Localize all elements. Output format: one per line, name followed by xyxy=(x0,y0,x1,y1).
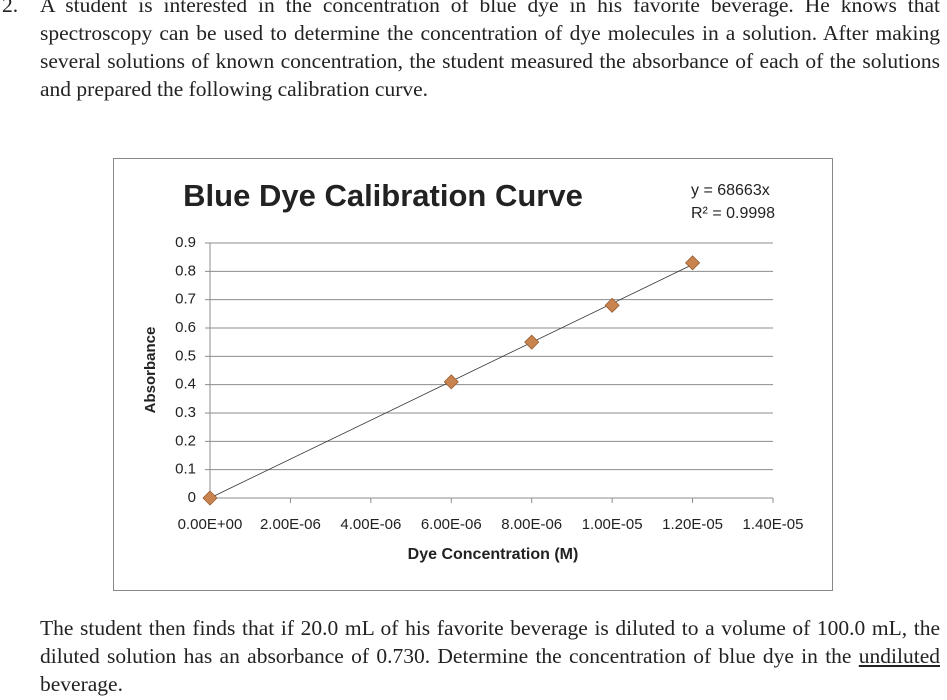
y-tick-label: 0.8 xyxy=(175,262,196,279)
data-point xyxy=(685,255,701,271)
x-tick-label: 8.00E-06 xyxy=(501,516,562,533)
data-point xyxy=(202,490,218,506)
x-tick-label: 2.00E-06 xyxy=(260,516,321,533)
question-number: 2. xyxy=(2,0,19,17)
y-tick-label: 0.2 xyxy=(175,432,196,449)
question-text: A student is interested in the concentra… xyxy=(40,0,940,101)
y-tick-label: 0.4 xyxy=(175,376,196,393)
y-tick-label: 0.7 xyxy=(175,291,196,308)
y-tick-label: 0.9 xyxy=(175,234,196,251)
data-point xyxy=(604,297,620,313)
x-tick-label: 1.40E-05 xyxy=(743,516,804,533)
trendline-r-squared: R² = 0.9998 xyxy=(691,205,775,222)
x-tick-label: 6.00E-06 xyxy=(421,516,482,533)
trendline-equation: y = 68663x xyxy=(691,182,770,199)
y-tick-label: 0 xyxy=(188,489,196,506)
x-tick-label: 4.00E-06 xyxy=(340,516,401,533)
x-tick-label: 0.00E+00 xyxy=(178,516,243,533)
followup-after: beverage. xyxy=(40,672,123,696)
y-tick-label: 0.5 xyxy=(175,347,196,364)
data-point xyxy=(443,374,459,390)
y-tick-label: 0.3 xyxy=(175,404,196,421)
chart-title: Blue Dye Calibration Curve xyxy=(183,178,583,213)
followup-underlined: undiluted xyxy=(858,644,940,668)
x-tick-label: 1.20E-05 xyxy=(662,516,723,533)
followup-text: The student then finds that if 20.0 mL o… xyxy=(40,614,940,698)
data-point xyxy=(524,334,540,350)
y-axis-label: Absorbance xyxy=(142,327,159,414)
followup-before: The student then finds that if 20.0 mL o… xyxy=(40,616,940,668)
y-tick-label: 0.6 xyxy=(175,319,196,336)
chart: Blue Dye Calibration Curve y = 68663x R²… xyxy=(113,158,833,591)
x-tick-label: 1.00E-05 xyxy=(582,516,643,533)
x-axis-label: Dye Concentration (M) xyxy=(408,546,579,563)
chart-frame xyxy=(113,158,833,591)
y-tick-label: 0.1 xyxy=(175,461,196,478)
